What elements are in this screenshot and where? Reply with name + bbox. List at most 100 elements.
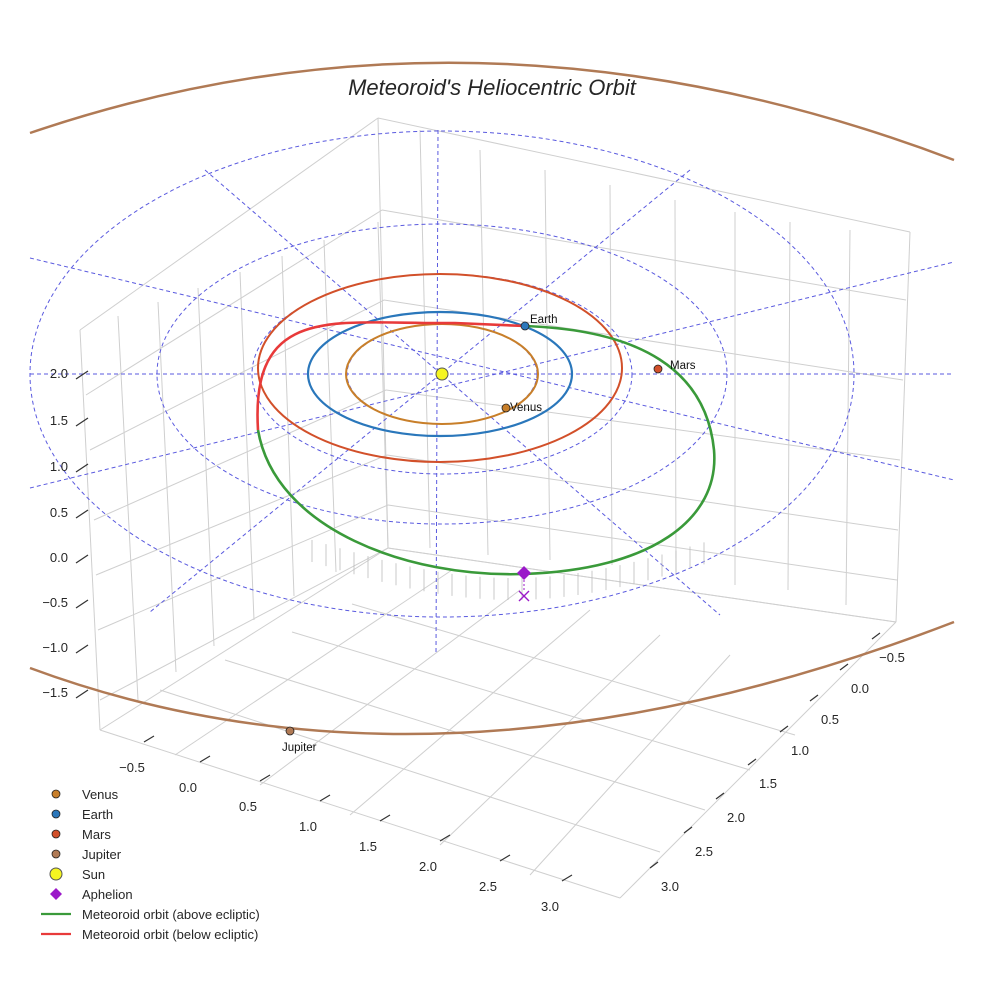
z-tick-label: −1.0	[42, 640, 68, 655]
aphelion-projection	[518, 590, 530, 602]
z-tick-label: 2.0	[50, 366, 68, 381]
grid-line	[79, 117, 379, 331]
legend-marker	[51, 789, 61, 799]
z-tick-label: −1.5	[42, 685, 68, 700]
x-tick-label: 2.5	[479, 879, 497, 894]
axes-grid	[79, 117, 911, 899]
z-tick-mark	[75, 463, 89, 473]
tick-labels: −1.5 −1.0 −0.5 0.0 0.5 1.0 1.5 2.0 −0.5 0.0 0.5 1.0…	[42, 366, 905, 914]
x-tick-mark	[379, 814, 391, 822]
legend-label: Meteoroid orbit (below ecliptic)	[82, 927, 258, 942]
y-tick-mark	[683, 826, 693, 834]
legend-item: Mars	[51, 827, 111, 842]
x-tick-label: 1.0	[299, 819, 317, 834]
grid-line	[159, 689, 661, 853]
grid-line	[385, 389, 901, 461]
z-tick-label: 1.0	[50, 459, 68, 474]
x-tick-mark	[259, 774, 271, 782]
legend-item: Meteoroid orbit (above ecliptic)	[41, 907, 260, 922]
mars-orbit	[257, 273, 623, 463]
chart-title: Meteoroid's Heliocentric Orbit	[348, 75, 637, 100]
x-tick-mark	[199, 755, 211, 763]
x-tick-label: −0.5	[119, 760, 145, 775]
grid-line	[351, 603, 796, 736]
y-tick-mark	[747, 758, 757, 766]
meteoroid-above-lower	[256, 429, 525, 576]
grid-line	[377, 117, 389, 549]
reference-spoke	[149, 169, 691, 613]
legend-label: Jupiter	[82, 847, 122, 862]
meteoroid-below-segment	[256, 320, 526, 431]
grid-line	[99, 729, 621, 899]
y-tick-label: 0.0	[851, 681, 869, 696]
legend-marker	[51, 849, 61, 859]
x-tick-mark	[439, 834, 451, 842]
legend-item: Venus	[51, 787, 119, 802]
meteoroid-orbit	[256, 320, 716, 600]
jupiter-marker	[285, 726, 295, 736]
grid-line	[349, 609, 591, 816]
grid-line	[281, 255, 295, 597]
venus-marker	[501, 403, 511, 413]
grid-line	[99, 547, 389, 701]
x-tick-mark	[319, 794, 331, 802]
grid-line	[479, 149, 489, 556]
x-tick-label: 0.0	[179, 780, 197, 795]
grid-line	[609, 184, 613, 566]
grid-line	[259, 589, 521, 786]
x-tick-mark	[499, 854, 511, 862]
reference-spoke	[204, 169, 721, 616]
legend-label: Earth	[82, 807, 113, 822]
z-tick-mark	[75, 689, 89, 699]
grid-line	[93, 389, 387, 521]
z-tick-mark	[75, 509, 89, 519]
legend-marker	[49, 867, 63, 881]
z-tick-mark	[75, 599, 89, 609]
y-tick-mark	[809, 694, 819, 702]
grid-line	[529, 654, 731, 876]
grid-line	[97, 504, 389, 631]
z-tick-label: −0.5	[42, 595, 68, 610]
grid-line	[387, 504, 898, 581]
aphelion-marker	[517, 566, 531, 580]
legend-item: Earth	[51, 807, 113, 822]
jupiter-orbit-upper	[29, 61, 955, 162]
z-tick-mark	[75, 554, 89, 564]
grid-line	[239, 271, 255, 621]
z-tick-mark	[75, 644, 89, 654]
z-tick-label: 0.0	[50, 550, 68, 565]
y-tick-mark	[715, 792, 725, 800]
legend-label: Mars	[82, 827, 111, 842]
legend-label: Meteoroid orbit (above ecliptic)	[82, 907, 260, 922]
z-tick-label: 0.5	[50, 505, 68, 520]
y-tick-mark	[779, 725, 789, 733]
grid-line	[674, 199, 677, 576]
earth-label: Earth	[530, 314, 558, 326]
grid-line	[439, 634, 661, 846]
legend-item: Aphelion	[50, 887, 133, 902]
legend-marker	[50, 888, 62, 900]
x-tick-label: 2.0	[419, 859, 437, 874]
z-tick-mark	[75, 417, 89, 427]
grid-line	[224, 659, 706, 811]
grid-line	[197, 287, 215, 647]
z-tick-mark	[75, 370, 89, 380]
legend-marker	[51, 809, 61, 819]
grid-line	[291, 631, 751, 771]
reference-rings	[29, 129, 955, 656]
z-tick-label: 1.5	[50, 413, 68, 428]
legend: Venus Earth Mars Jupiter Sun Aphelion Meteoroi…	[41, 787, 260, 942]
x-tick-label: 1.5	[359, 839, 377, 854]
legend-marker	[51, 829, 61, 839]
grid-line	[619, 621, 897, 899]
grid-line	[845, 229, 851, 606]
y-tick-label: −0.5	[879, 650, 905, 665]
venus-label: Venus	[510, 402, 542, 414]
meteoroid-above-upper	[523, 324, 716, 576]
grid-line	[99, 547, 389, 731]
legend-label: Venus	[82, 787, 119, 802]
grid-line	[787, 221, 791, 591]
y-tick-label: 2.5	[695, 844, 713, 859]
